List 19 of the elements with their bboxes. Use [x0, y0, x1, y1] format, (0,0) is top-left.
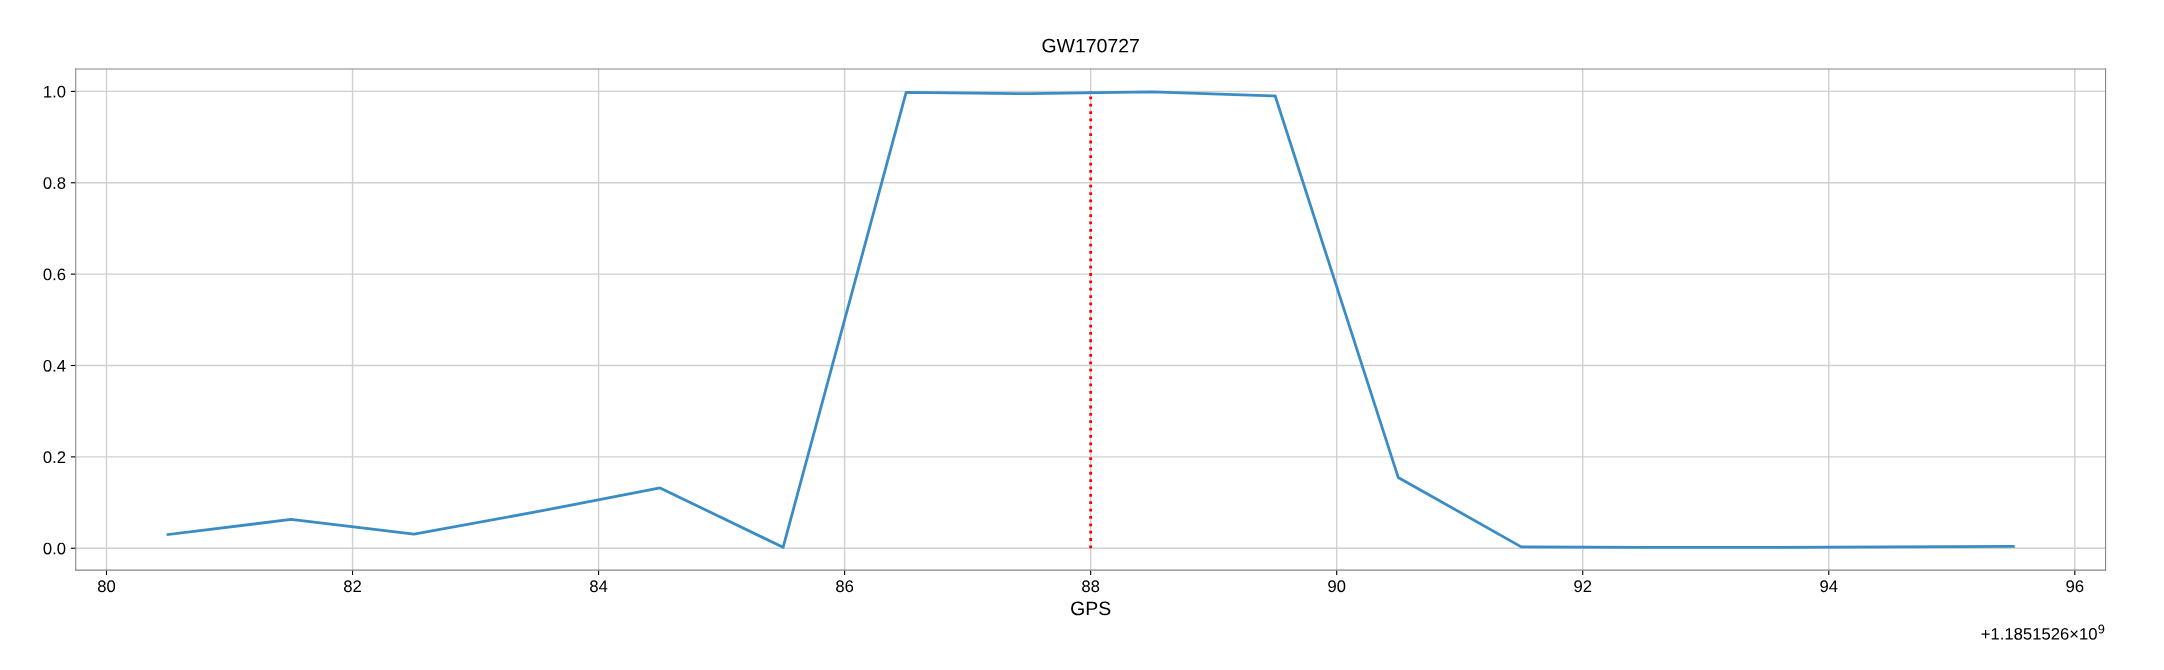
- x-tick-label: 94: [1820, 580, 1838, 593]
- y-tick-label: 0.0: [43, 542, 66, 555]
- x-tick-label: 84: [590, 580, 608, 593]
- line-series: [166, 90, 2015, 549]
- y-tick-label: 0.2: [43, 451, 66, 464]
- x-tick-label: 82: [343, 580, 361, 593]
- y-tick-label: 1.0: [44, 85, 66, 98]
- x-tick-label: 86: [836, 580, 854, 593]
- text: +1.1851526×10$^{9}$: [1981, 624, 2105, 640]
- x-tick-label: 96: [2066, 580, 2084, 593]
- x-tick-label: 92: [1574, 580, 1592, 593]
- chart-title: GW170727: [1042, 38, 1139, 53]
- y-tick-label: 0.8: [43, 177, 66, 189]
- x-axis-title: GPS: [1071, 601, 1111, 616]
- x-tick-label: 88: [1082, 580, 1100, 593]
- x-tick-label: 90: [1328, 580, 1346, 593]
- y-tick-label: 0.4: [43, 359, 66, 372]
- x-tick-label: 80: [97, 580, 116, 593]
- y-tick-label: 0.6: [43, 268, 66, 281]
